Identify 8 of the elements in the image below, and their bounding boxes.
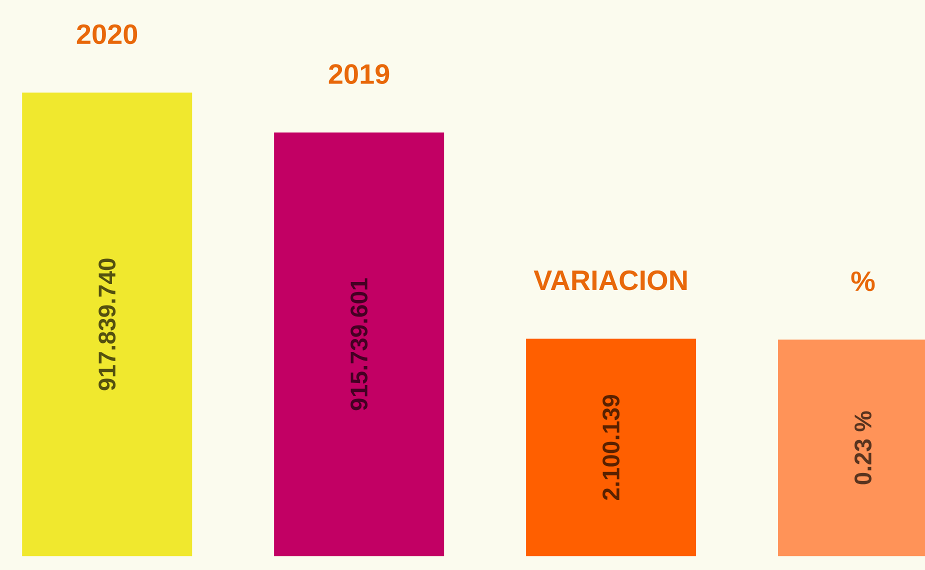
annotation: 0.23 %	[854, 411, 872, 484]
x-tick-label: 2020	[76, 24, 138, 44]
x-tick-label: 2019	[328, 64, 390, 84]
annotation: 917.839.740	[98, 258, 116, 390]
annotation: 915.739.601	[350, 278, 368, 410]
x-tick-label: VARIACION	[534, 270, 687, 290]
x-tick-label: %	[851, 271, 875, 292]
annotation: 2.100.139	[602, 394, 620, 500]
